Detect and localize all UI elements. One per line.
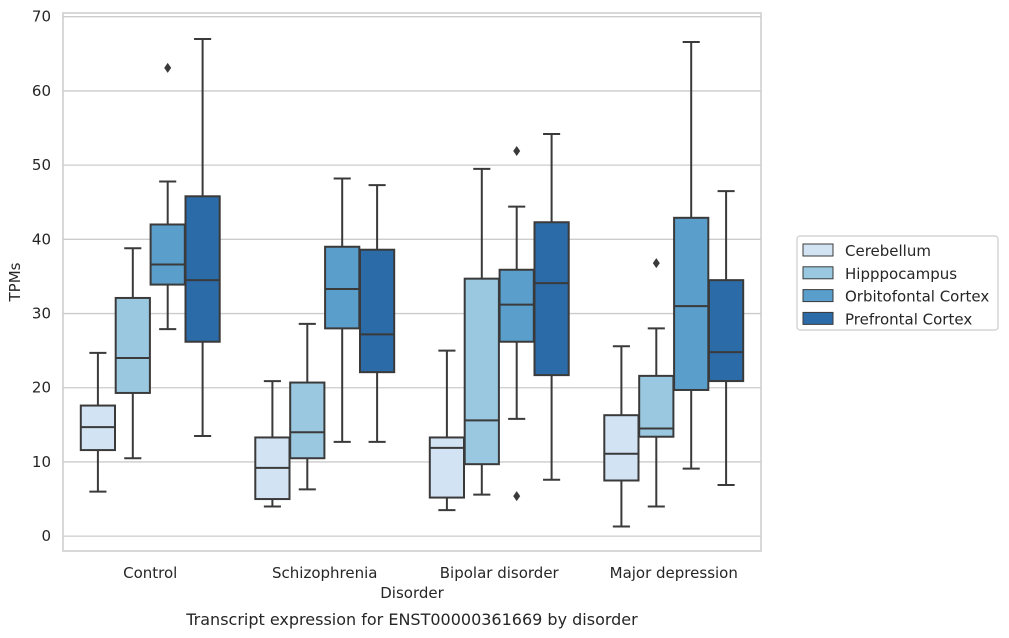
box-2-0 — [428, 349, 466, 512]
box-body — [603, 414, 640, 482]
legend-swatch — [802, 243, 834, 257]
y-tick-label: 70 — [32, 8, 51, 26]
box-0-0 — [79, 351, 117, 493]
x-tick-label: Major depression — [610, 564, 738, 582]
box-body — [149, 223, 186, 286]
box-2-3 — [533, 132, 570, 481]
box-0-3 — [184, 37, 221, 437]
box-2-1 — [463, 167, 500, 496]
legend: Cerebellum Hipppocampus Orbitofontal Corte… — [796, 235, 999, 331]
x-tick-label: Control — [123, 564, 177, 582]
outlier-point — [513, 491, 521, 502]
y-tick-label: 0 — [41, 527, 51, 545]
box-body — [324, 245, 361, 330]
plot-frame — [62, 12, 762, 552]
box-body — [114, 296, 151, 394]
y-tick-label: 30 — [32, 305, 51, 323]
box-body — [638, 374, 675, 438]
box-1-1 — [289, 322, 326, 491]
y-tick-labels: 0 10 20 30 40 50 60 70 — [32, 8, 51, 545]
y-tick-label: 50 — [32, 156, 51, 174]
box-body — [428, 436, 466, 499]
box-body — [498, 268, 535, 343]
y-tick-label: 60 — [32, 82, 51, 100]
legend-label: Prefrontal Cortex — [845, 310, 972, 328]
legend-label: Orbitofontal Cortex — [845, 288, 989, 306]
box-3-3 — [707, 190, 745, 486]
y-axis-title: TPMs — [6, 262, 24, 302]
box-3-0 — [603, 345, 640, 528]
x-axis-title: Disorder — [380, 584, 444, 602]
y-tick-label: 40 — [32, 230, 51, 248]
box-body — [184, 195, 221, 343]
box-body — [533, 221, 570, 377]
legend-frame — [796, 235, 999, 331]
x-tick-labels: Control Schizophrenia Bipolar disorder Majo… — [123, 564, 738, 582]
box-body — [673, 216, 710, 391]
legend-swatch — [802, 311, 834, 325]
box-plot-marks — [79, 37, 745, 528]
box-body — [707, 279, 745, 383]
box-3-2 — [673, 40, 710, 470]
chart-caption: Transcript expression for ENST0000036166… — [185, 610, 638, 629]
outlier-point — [513, 146, 521, 157]
box-body — [463, 277, 500, 466]
legend-label: Hipppocampus — [845, 265, 957, 283]
box-body — [358, 248, 396, 374]
outlier-point — [164, 62, 172, 73]
box-1-0 — [254, 380, 291, 508]
y-tick-label: 20 — [32, 379, 51, 397]
legend-label: Cerebellum — [845, 242, 931, 260]
box-body — [289, 381, 326, 460]
box-0-1 — [114, 247, 151, 460]
x-tick-label: Bipolar disorder — [440, 564, 560, 582]
box-1-2 — [324, 177, 361, 443]
legend-swatch — [802, 289, 834, 303]
box-2-2 — [498, 146, 535, 502]
box-3-1 — [638, 258, 675, 508]
box-1-3 — [358, 184, 396, 443]
y-tick-label: 10 — [32, 453, 51, 471]
x-tick-label: Schizophrenia — [272, 564, 377, 582]
outlier-point — [652, 258, 660, 269]
legend-swatch — [802, 266, 834, 280]
box-0-2 — [149, 62, 186, 331]
